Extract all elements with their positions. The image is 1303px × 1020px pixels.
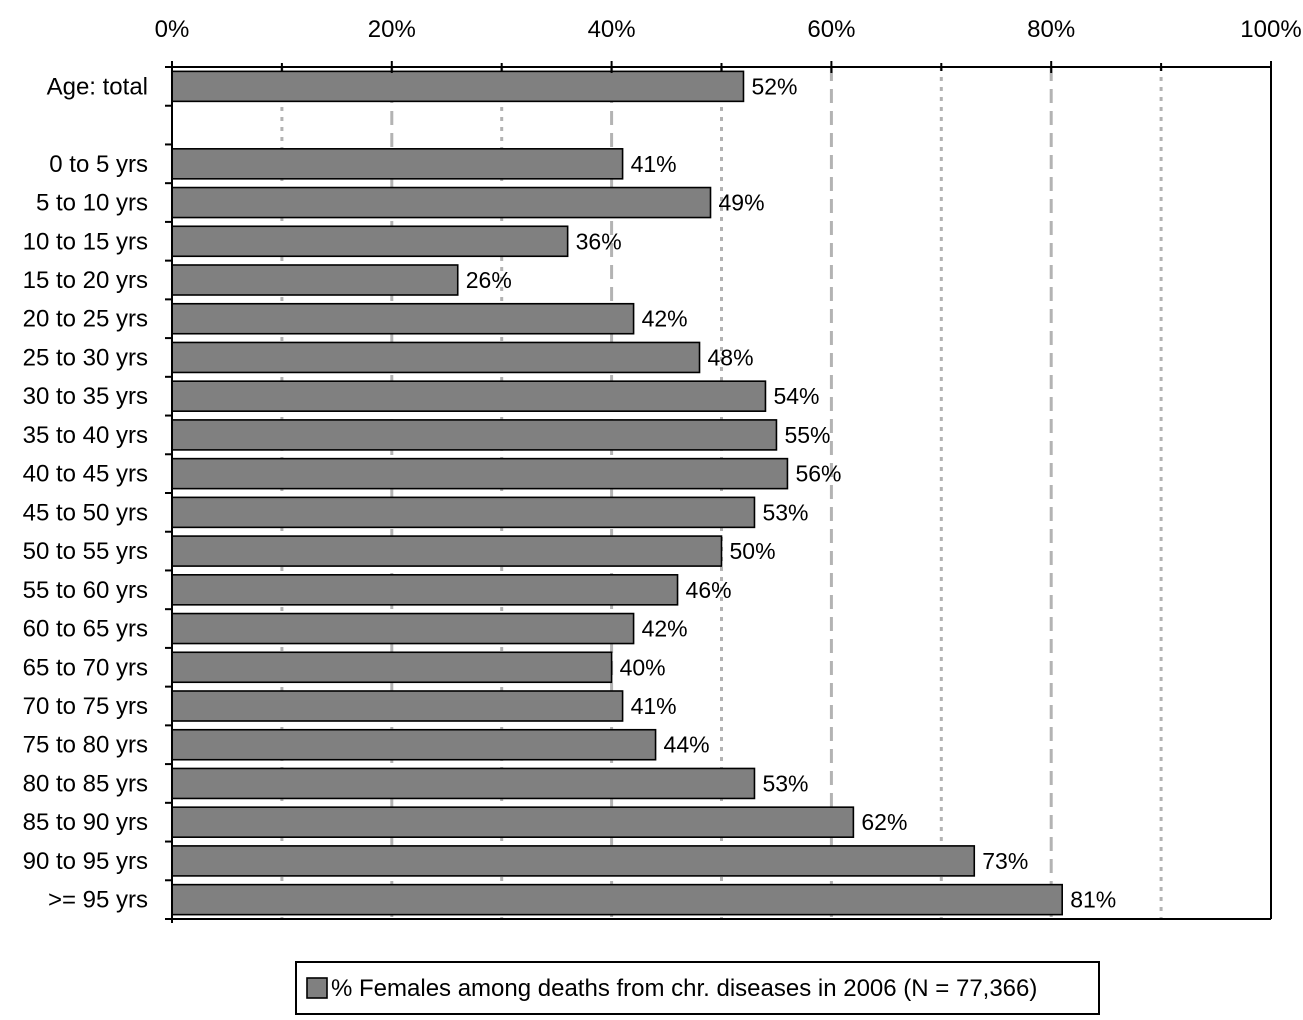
- bar: [171, 341, 701, 374]
- category-label: 70 to 75 yrs: [23, 693, 148, 720]
- data-label: 26%: [466, 267, 512, 293]
- bar: [171, 535, 723, 567]
- category-label: 0 to 5 yrs: [49, 151, 148, 178]
- bar: [171, 806, 855, 838]
- bar: [171, 148, 624, 180]
- bar: [171, 728, 657, 761]
- category-label: 40 to 45 yrs: [23, 461, 148, 488]
- bar: [171, 883, 1063, 916]
- category-label: 55 to 60 yrs: [23, 577, 148, 604]
- bar: [171, 419, 778, 451]
- data-label: 46%: [686, 577, 732, 603]
- x-tick-label: 100%: [1240, 16, 1301, 43]
- data-label: 41%: [631, 151, 677, 177]
- data-label: 41%: [631, 693, 677, 719]
- data-label: 55%: [784, 422, 830, 448]
- x-tick-label: 0%: [155, 16, 190, 43]
- bars: [171, 70, 1063, 916]
- category-label: 50 to 55 yrs: [23, 538, 148, 565]
- x-tick-label: 40%: [588, 16, 636, 43]
- category-label: 15 to 20 yrs: [23, 267, 148, 294]
- data-label: 42%: [642, 616, 688, 642]
- x-tick-label: 20%: [368, 16, 416, 43]
- data-label: 49%: [719, 190, 765, 216]
- labels: 0% 20% 40% 60% 80% 100% Age: total 52% 0 to 5 yr…: [23, 16, 1302, 914]
- bar: [171, 380, 767, 412]
- category-label: 90 to 95 yrs: [23, 848, 148, 875]
- bar: [171, 264, 459, 296]
- category-label: >= 95 yrs: [48, 887, 148, 914]
- data-label: 53%: [762, 499, 808, 525]
- x-tick-label: 80%: [1027, 16, 1075, 43]
- legend: % Females among deaths from chr. disease…: [295, 961, 1100, 1015]
- category-label: 65 to 70 yrs: [23, 654, 148, 681]
- bar: [171, 845, 976, 877]
- category-label: 85 to 90 yrs: [23, 809, 148, 836]
- data-label: 56%: [795, 461, 841, 487]
- bar: [171, 767, 756, 800]
- category-label: 25 to 30 yrs: [23, 344, 148, 371]
- data-label: 36%: [576, 228, 622, 254]
- data-label: 54%: [773, 383, 819, 409]
- legend-label: % Females among deaths from chr. disease…: [331, 975, 1037, 1002]
- bar: [171, 612, 635, 645]
- category-label: 75 to 80 yrs: [23, 732, 148, 759]
- category-label: 5 to 10 yrs: [36, 190, 148, 217]
- x-tick-label: 60%: [807, 16, 855, 43]
- bar: [171, 651, 613, 684]
- data-label: 81%: [1070, 887, 1116, 913]
- category-label: 30 to 35 yrs: [23, 383, 148, 410]
- legend-swatch: [306, 977, 328, 999]
- bar: [171, 690, 624, 722]
- data-label: 53%: [762, 770, 808, 796]
- category-label: 35 to 40 yrs: [23, 422, 148, 449]
- data-label: 52%: [751, 73, 797, 99]
- category-label: Age: total: [47, 73, 148, 100]
- data-label: 42%: [642, 306, 688, 332]
- bar: [171, 496, 756, 529]
- category-label: 45 to 50 yrs: [23, 499, 148, 526]
- data-label: 62%: [861, 809, 907, 835]
- data-label: 40%: [620, 654, 666, 680]
- data-label: 48%: [708, 344, 754, 370]
- bar: [171, 574, 679, 606]
- category-label: 80 to 85 yrs: [23, 770, 148, 797]
- category-label: 60 to 65 yrs: [23, 616, 148, 643]
- legend-box: [295, 961, 1100, 1015]
- bar: [171, 186, 712, 219]
- category-label: 20 to 25 yrs: [23, 306, 148, 333]
- axes: [165, 61, 1272, 923]
- bar: [171, 302, 635, 335]
- bar: [171, 70, 745, 103]
- category-label: 10 to 15 yrs: [23, 228, 148, 255]
- data-label: 50%: [730, 538, 776, 564]
- data-label: 44%: [664, 732, 710, 758]
- bar: [171, 457, 789, 490]
- bar: [171, 225, 569, 258]
- data-label: 73%: [982, 848, 1028, 874]
